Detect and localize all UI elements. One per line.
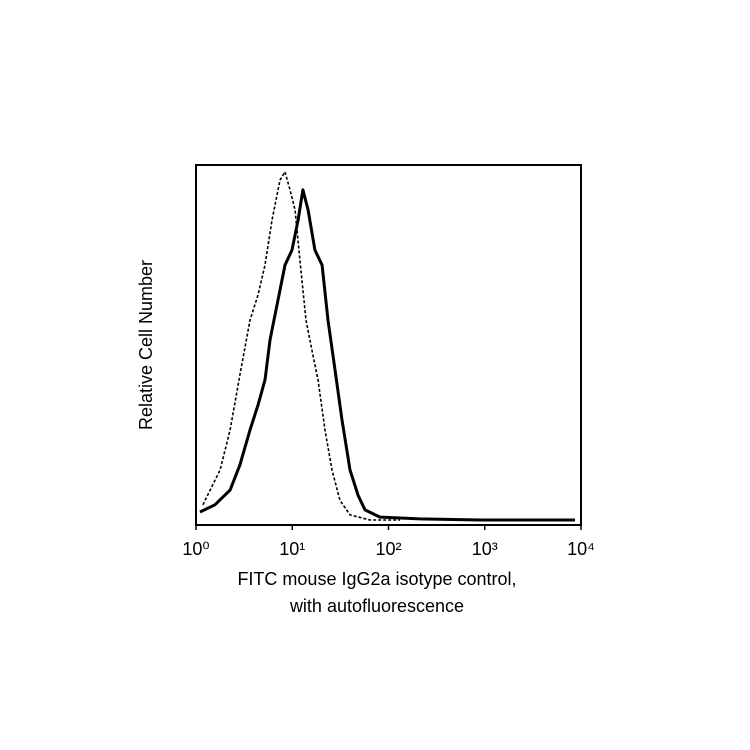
x-tick-label: 10³ xyxy=(472,539,498,559)
x-axis-label: FITC mouse IgG2a isotype control, xyxy=(237,569,516,589)
histogram-line xyxy=(202,171,401,521)
x-tick-label: 10² xyxy=(375,539,401,559)
x-tick-label: 10⁴ xyxy=(567,539,595,559)
x-tick-label: 10⁰ xyxy=(182,539,209,559)
histogram-line xyxy=(199,188,575,522)
x-tick-label: 10¹ xyxy=(279,539,305,559)
y-axis-label: Relative Cell Number xyxy=(136,260,156,430)
x-axis-label: with autofluorescence xyxy=(289,596,464,616)
plot-frame xyxy=(195,164,582,526)
